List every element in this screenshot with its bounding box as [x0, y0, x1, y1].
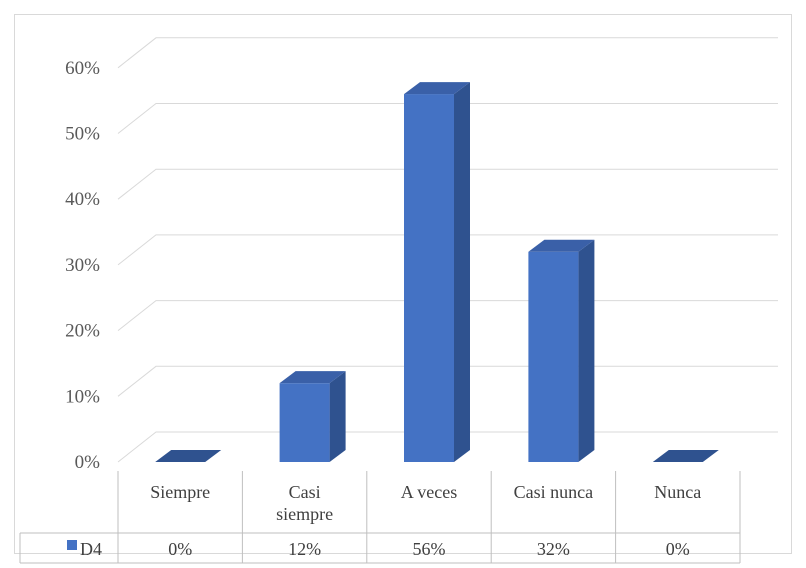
bar-top: [652, 450, 719, 462]
bar-top: [404, 82, 470, 95]
y-tick-label: 40%: [65, 189, 100, 210]
bar-top: [528, 239, 595, 252]
category-label: A veces: [401, 482, 457, 502]
y-tick-label: 20%: [65, 321, 100, 342]
data-label: 0%: [168, 539, 192, 559]
bar-front: [279, 383, 330, 462]
data-label: 56%: [413, 539, 446, 559]
y-axis-ticks: 0% 10% 20% 30% 40% 50% 60%: [65, 58, 100, 473]
category-label: Casi nunca: [514, 482, 593, 502]
gridline: [117, 103, 778, 134]
legend-key-swatch: [67, 540, 77, 550]
y-tick-label: 10%: [65, 386, 100, 407]
gridline: [117, 37, 778, 69]
category-label: Nunca: [654, 482, 701, 502]
category-label: Siempre: [150, 482, 210, 502]
bar-front: [404, 94, 454, 462]
bar-side: [578, 239, 595, 462]
bar-front: [528, 251, 579, 462]
y-tick-label: 0%: [75, 452, 101, 473]
y-tick-label: 30%: [65, 255, 100, 276]
gridline: [117, 168, 778, 200]
category-label: Casi: [289, 482, 321, 502]
bars: [155, 82, 719, 462]
y-tick-label: 50%: [65, 124, 100, 145]
data-label: 12%: [288, 539, 321, 559]
legend-key-label: D4: [80, 539, 102, 559]
data-label: 0%: [666, 539, 690, 559]
bar-top: [279, 371, 346, 384]
gridline: [117, 234, 778, 266]
y-tick-label: 60%: [65, 58, 100, 79]
bar-top: [155, 450, 222, 462]
bar-side: [454, 82, 470, 462]
category-label: siempre: [276, 504, 333, 524]
bar-side: [329, 371, 346, 462]
data-label: 32%: [537, 539, 570, 559]
